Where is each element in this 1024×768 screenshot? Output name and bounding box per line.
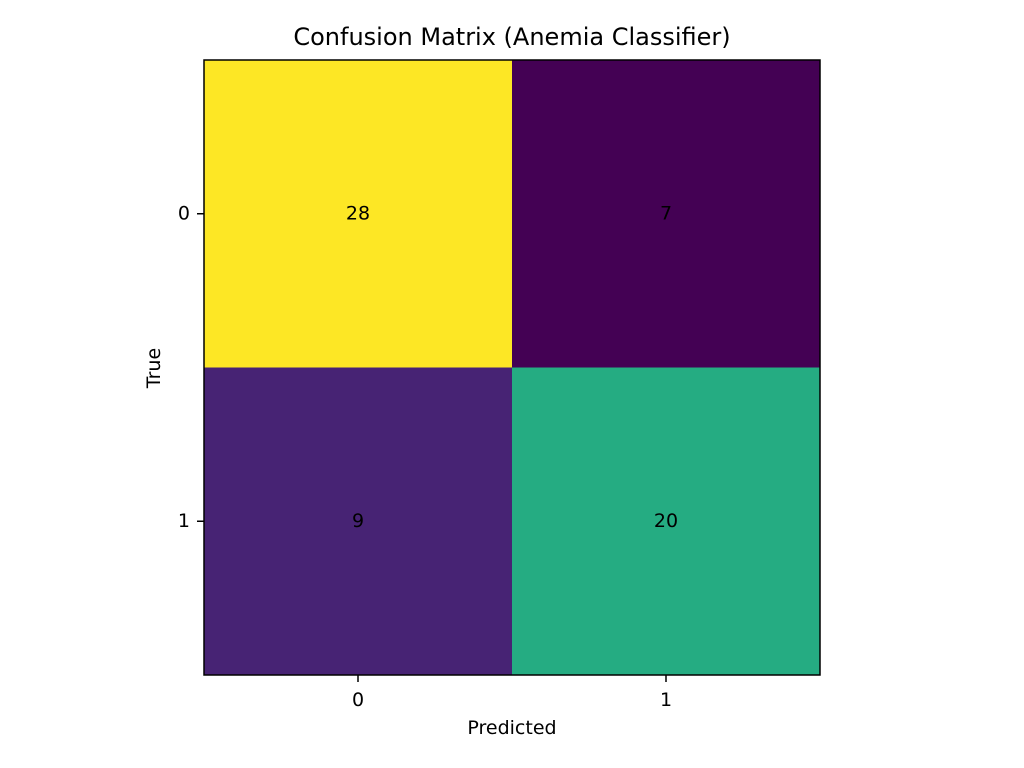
heatmap-cell-0-0: [204, 60, 512, 368]
cell-value-labels: 28 7 9 20: [346, 202, 678, 532]
cell-value-label-0-1: 7: [660, 202, 672, 224]
axis-ticks: 0 1 0 1: [178, 202, 672, 711]
x-tick-label-1: 1: [660, 689, 672, 711]
heatmap-cells: [204, 60, 820, 675]
heatmap-cell-1-1: [512, 367, 820, 675]
chart-title: Confusion Matrix (Anemia Classifier): [293, 23, 730, 51]
cell-value-label-0-0: 28: [346, 202, 370, 224]
x-tick-label-0: 0: [352, 689, 364, 711]
x-axis-label: Predicted: [467, 717, 556, 739]
y-axis-label: True: [143, 348, 165, 389]
cell-value-label-1-1: 20: [654, 510, 678, 532]
cell-value-label-1-0: 9: [352, 510, 364, 532]
y-tick-label-1: 1: [178, 510, 190, 532]
y-tick-label-0: 0: [178, 202, 190, 224]
heatmap-cell-1-0: [204, 367, 512, 675]
heatmap-cell-0-1: [512, 60, 820, 368]
plot-frame: [203, 59, 821, 676]
